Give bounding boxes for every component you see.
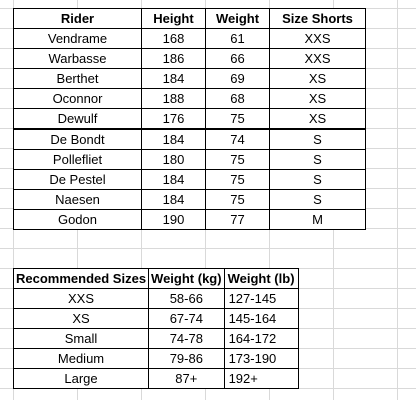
cell-rider[interactable]: Berthet xyxy=(13,68,142,89)
table-row: De Pestel 184 75 S xyxy=(13,169,366,190)
cell-weight[interactable]: 75 xyxy=(205,169,270,190)
cell-weight-kg[interactable]: 87+ xyxy=(148,368,225,389)
cell-size[interactable]: S xyxy=(269,189,366,210)
cell-weight[interactable]: 75 xyxy=(205,189,270,210)
cell-size[interactable]: XS xyxy=(269,68,366,89)
cell-rider[interactable]: De Bondt xyxy=(13,128,142,150)
cell-weight-lb[interactable]: 173-190 xyxy=(223,348,299,369)
cell-height[interactable]: 184 xyxy=(141,169,206,190)
riders-table: Rider Height Weight Size Shorts Vendrame… xyxy=(13,8,366,230)
cell-weight-lb[interactable]: 127-145 xyxy=(223,288,299,309)
cell-size-name[interactable]: XXS xyxy=(12,288,150,309)
header-recommended-sizes[interactable]: Recommended Sizes xyxy=(12,268,150,289)
table-row: Small 74-78 164-172 xyxy=(12,328,299,349)
cell-height[interactable]: 184 xyxy=(141,68,206,89)
table-row: Naesen 184 75 S xyxy=(13,189,366,210)
header-weight[interactable]: Weight xyxy=(205,8,270,29)
cell-size-name[interactable]: XS xyxy=(12,308,150,329)
cell-weight-lb[interactable]: 164-172 xyxy=(223,328,299,349)
cell-size[interactable]: S xyxy=(269,128,366,150)
cell-height[interactable]: 180 xyxy=(141,149,206,170)
cell-weight-kg[interactable]: 67-74 xyxy=(148,308,225,329)
cell-rider[interactable]: Pollefliet xyxy=(13,149,142,170)
header-height[interactable]: Height xyxy=(141,8,206,29)
header-size-shorts[interactable]: Size Shorts xyxy=(269,8,366,29)
cell-size[interactable]: XXS xyxy=(269,28,366,49)
cell-size[interactable]: S xyxy=(269,149,366,170)
table-row: Pollefliet 180 75 S xyxy=(13,149,366,170)
cell-size-name[interactable]: Small xyxy=(12,328,150,349)
table-row: Medium 79-86 173-190 xyxy=(12,348,299,369)
table-row: De Bondt 184 74 S xyxy=(13,128,366,150)
cell-height[interactable]: 184 xyxy=(141,189,206,210)
cell-weight-kg[interactable]: 74-78 xyxy=(148,328,225,349)
cell-rider[interactable]: Naesen xyxy=(13,189,142,210)
cell-rider[interactable]: Godon xyxy=(13,209,142,230)
cell-size[interactable]: XS xyxy=(269,88,366,109)
cell-rider[interactable]: Vendrame xyxy=(13,28,142,49)
cell-height[interactable]: 188 xyxy=(141,88,206,109)
cell-weight[interactable]: 69 xyxy=(205,68,270,89)
cell-size-name[interactable]: Large xyxy=(12,368,150,389)
cell-weight-kg[interactable]: 79-86 xyxy=(148,348,225,369)
cell-weight[interactable]: 77 xyxy=(205,209,270,230)
riders-header-row: Rider Height Weight Size Shorts xyxy=(13,8,366,29)
sizes-header-row: Recommended Sizes Weight (kg) Weight (lb… xyxy=(12,268,299,289)
cell-height[interactable]: 184 xyxy=(141,128,206,150)
cell-size[interactable]: XS xyxy=(269,108,366,130)
table-row: Dewulf 176 75 XS xyxy=(13,108,366,130)
header-weight-lb[interactable]: Weight (lb) xyxy=(223,268,299,289)
cell-weight-lb[interactable]: 192+ xyxy=(223,368,299,389)
table-row: Vendrame 168 61 XXS xyxy=(13,28,366,49)
cell-weight[interactable]: 75 xyxy=(205,108,270,130)
cell-weight-kg[interactable]: 58-66 xyxy=(148,288,225,309)
cell-height[interactable]: 176 xyxy=(141,108,206,130)
cell-weight[interactable]: 61 xyxy=(205,28,270,49)
cell-height[interactable]: 186 xyxy=(141,48,206,69)
cell-rider[interactable]: Warbasse xyxy=(13,48,142,69)
cell-rider[interactable]: De Pestel xyxy=(13,169,142,190)
cell-size[interactable]: S xyxy=(269,169,366,190)
table-row: XS 67-74 145-164 xyxy=(12,308,299,329)
cell-size-name[interactable]: Medium xyxy=(12,348,150,369)
cell-height[interactable]: 190 xyxy=(141,209,206,230)
cell-rider[interactable]: Dewulf xyxy=(13,108,142,130)
cell-rider[interactable]: Oconnor xyxy=(13,88,142,109)
header-rider[interactable]: Rider xyxy=(13,8,142,29)
cell-weight[interactable]: 75 xyxy=(205,149,270,170)
table-row: Oconnor 188 68 XS xyxy=(13,88,366,109)
cell-weight[interactable]: 66 xyxy=(205,48,270,69)
cell-weight[interactable]: 68 xyxy=(205,88,270,109)
table-row: Godon 190 77 M xyxy=(13,209,366,230)
header-weight-kg[interactable]: Weight (kg) xyxy=(148,268,225,289)
cell-height[interactable]: 168 xyxy=(141,28,206,49)
cell-weight-lb[interactable]: 145-164 xyxy=(223,308,299,329)
cell-size[interactable]: M xyxy=(269,209,366,230)
table-row: XXS 58-66 127-145 xyxy=(12,288,299,309)
recommended-sizes-table: Recommended Sizes Weight (kg) Weight (lb… xyxy=(12,268,299,389)
cell-weight[interactable]: 74 xyxy=(205,128,270,150)
table-row: Large 87+ 192+ xyxy=(12,368,299,389)
table-row: Warbasse 186 66 XXS xyxy=(13,48,366,69)
table-row: Berthet 184 69 XS xyxy=(13,68,366,89)
cell-size[interactable]: XXS xyxy=(269,48,366,69)
